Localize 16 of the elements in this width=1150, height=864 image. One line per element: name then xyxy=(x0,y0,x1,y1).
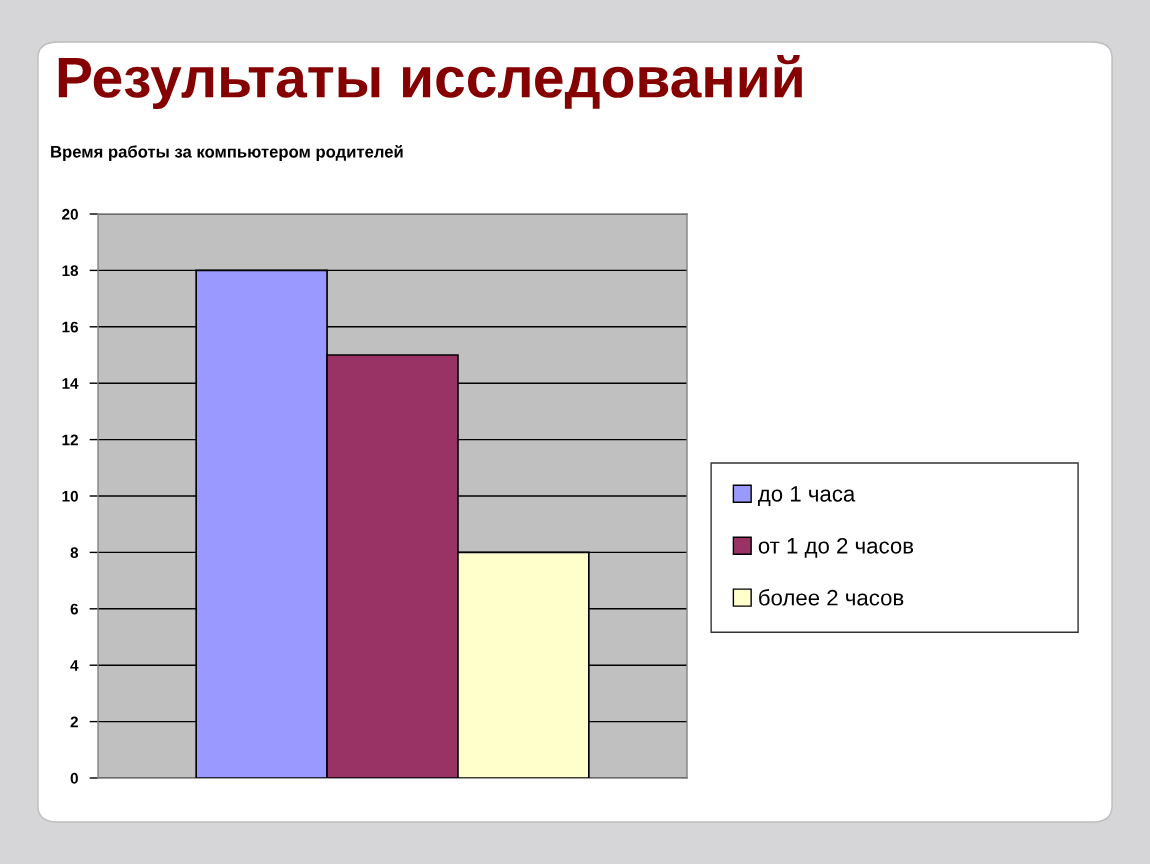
legend-label: от 1 до 2 часов xyxy=(758,537,914,558)
y-tick-label: 16 xyxy=(62,321,79,333)
y-tick-label: 6 xyxy=(70,603,78,615)
y-tick-label: 2 xyxy=(70,716,78,728)
y-tick-label: 10 xyxy=(62,490,78,502)
y-tick-label: 18 xyxy=(62,265,79,277)
y-tick-label: 12 xyxy=(62,434,78,446)
legend-label: более 2 часов xyxy=(759,589,904,606)
chart-subtitle: Время работы за компьютером родителей xyxy=(51,145,403,161)
legend-label: до 1 часа xyxy=(758,486,856,506)
y-tick-label: 8 xyxy=(70,547,79,559)
y-tick-label: 14 xyxy=(62,378,79,389)
y-tick-label: 0 xyxy=(70,772,78,784)
y-tick-label: 20 xyxy=(62,208,78,220)
y-tick-label: 4 xyxy=(70,660,79,671)
chart-title: Результаты исследований xyxy=(58,54,802,110)
